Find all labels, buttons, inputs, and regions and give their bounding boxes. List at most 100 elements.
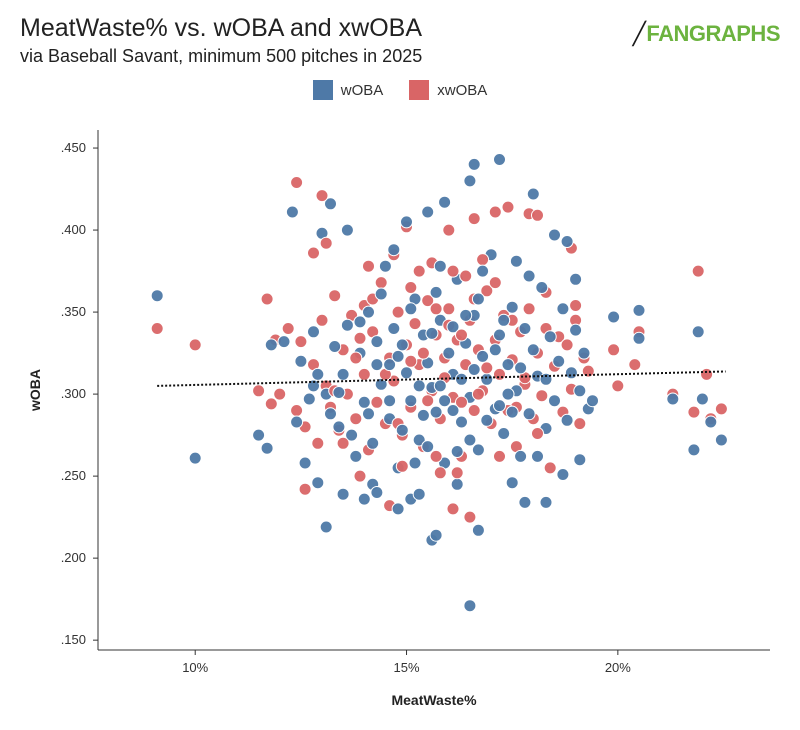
point-woba [362,305,375,319]
point-woba [383,394,397,408]
trendline [157,370,726,387]
point-xwoba [429,449,443,463]
point-woba [370,486,384,499]
point-xwoba [450,466,464,480]
point-woba [252,428,266,442]
point-woba [548,394,561,408]
point-woba [632,303,646,317]
point-woba [548,228,561,242]
legend-item-woba[interactable]: wOBA [312,80,383,100]
y-tick-label: .150 [61,632,86,647]
point-woba [332,386,346,399]
point-woba [505,300,519,314]
point-xwoba [353,469,367,483]
point-woba [438,195,452,209]
point-xwoba [480,361,494,375]
point-woba [277,335,291,349]
point-xwoba [281,322,295,335]
y-tick-label: .250 [61,468,86,483]
point-woba [569,272,583,286]
point-woba [285,205,299,219]
point-woba [302,392,316,406]
point-xwoba [560,338,574,352]
point-xwoba [273,387,287,401]
point-woba [522,407,536,421]
point-woba [577,346,591,360]
point-woba [455,415,468,429]
point-woba [307,325,320,339]
point-woba [357,492,371,506]
point-xwoba [374,276,388,290]
point-woba [416,408,430,422]
point-xwoba [429,302,443,316]
point-xwoba [535,389,549,403]
point-woba [497,313,511,327]
point-xwoba [476,253,490,267]
point-woba [586,394,599,408]
point-woba [446,404,460,417]
y-axis-title: wOBA [27,369,43,412]
point-woba [450,445,464,458]
point-woba [514,449,528,463]
point-xwoba [531,208,544,222]
point-xwoba [501,200,515,214]
chart-legend: wOBA xwOBA [0,80,800,100]
point-woba [505,476,519,490]
point-xwoba [611,379,625,393]
point-xwoba [543,461,557,475]
point-woba [395,423,409,437]
point-woba [404,394,418,408]
point-xwoba [455,395,468,409]
point-xwoba [264,397,278,411]
point-xwoba [488,205,502,219]
point-woba [336,367,350,381]
point-woba [531,449,544,463]
point-woba [446,320,460,334]
point-woba [704,415,718,429]
point-woba [264,338,278,352]
point-xwoba [493,449,506,463]
legend-item-xwoba[interactable]: xwOBA [409,80,487,100]
point-woba [714,433,728,447]
point-woba [340,223,354,237]
point-xwoba [480,284,494,298]
point-xwoba [687,405,701,419]
point-xwoba [569,299,583,312]
point-woba [429,285,443,299]
fangraphs-logo[interactable]: ╱ FANGRAPHS [633,21,781,47]
point-woba [691,325,705,339]
point-xwoba [416,346,430,360]
point-woba [522,269,536,283]
point-woba [400,215,413,229]
point-xwoba [607,343,621,357]
point-woba [573,453,587,467]
x-tick-label: 10% [182,660,208,675]
point-woba [311,367,325,381]
point-woba [505,405,519,419]
point-woba [311,476,325,490]
point-woba [294,354,308,368]
point-woba [459,308,473,322]
point-woba [345,428,359,442]
point-xwoba [446,264,460,278]
point-xwoba [691,264,705,278]
point-woba [471,292,485,306]
point-woba [471,443,485,457]
point-woba [404,302,418,316]
point-woba [476,264,490,278]
point-woba [324,197,337,211]
point-woba [607,310,621,324]
point-xwoba [404,354,418,368]
point-woba [391,349,405,363]
point-woba [324,407,337,421]
point-woba [560,235,574,248]
legend-swatch-xwoba [409,80,430,100]
point-woba [370,335,384,349]
point-xwoba [442,302,456,316]
point-woba [480,413,494,427]
point-woba [573,384,587,398]
point-xwoba [336,436,350,450]
point-woba [429,405,443,419]
point-woba [438,394,452,408]
